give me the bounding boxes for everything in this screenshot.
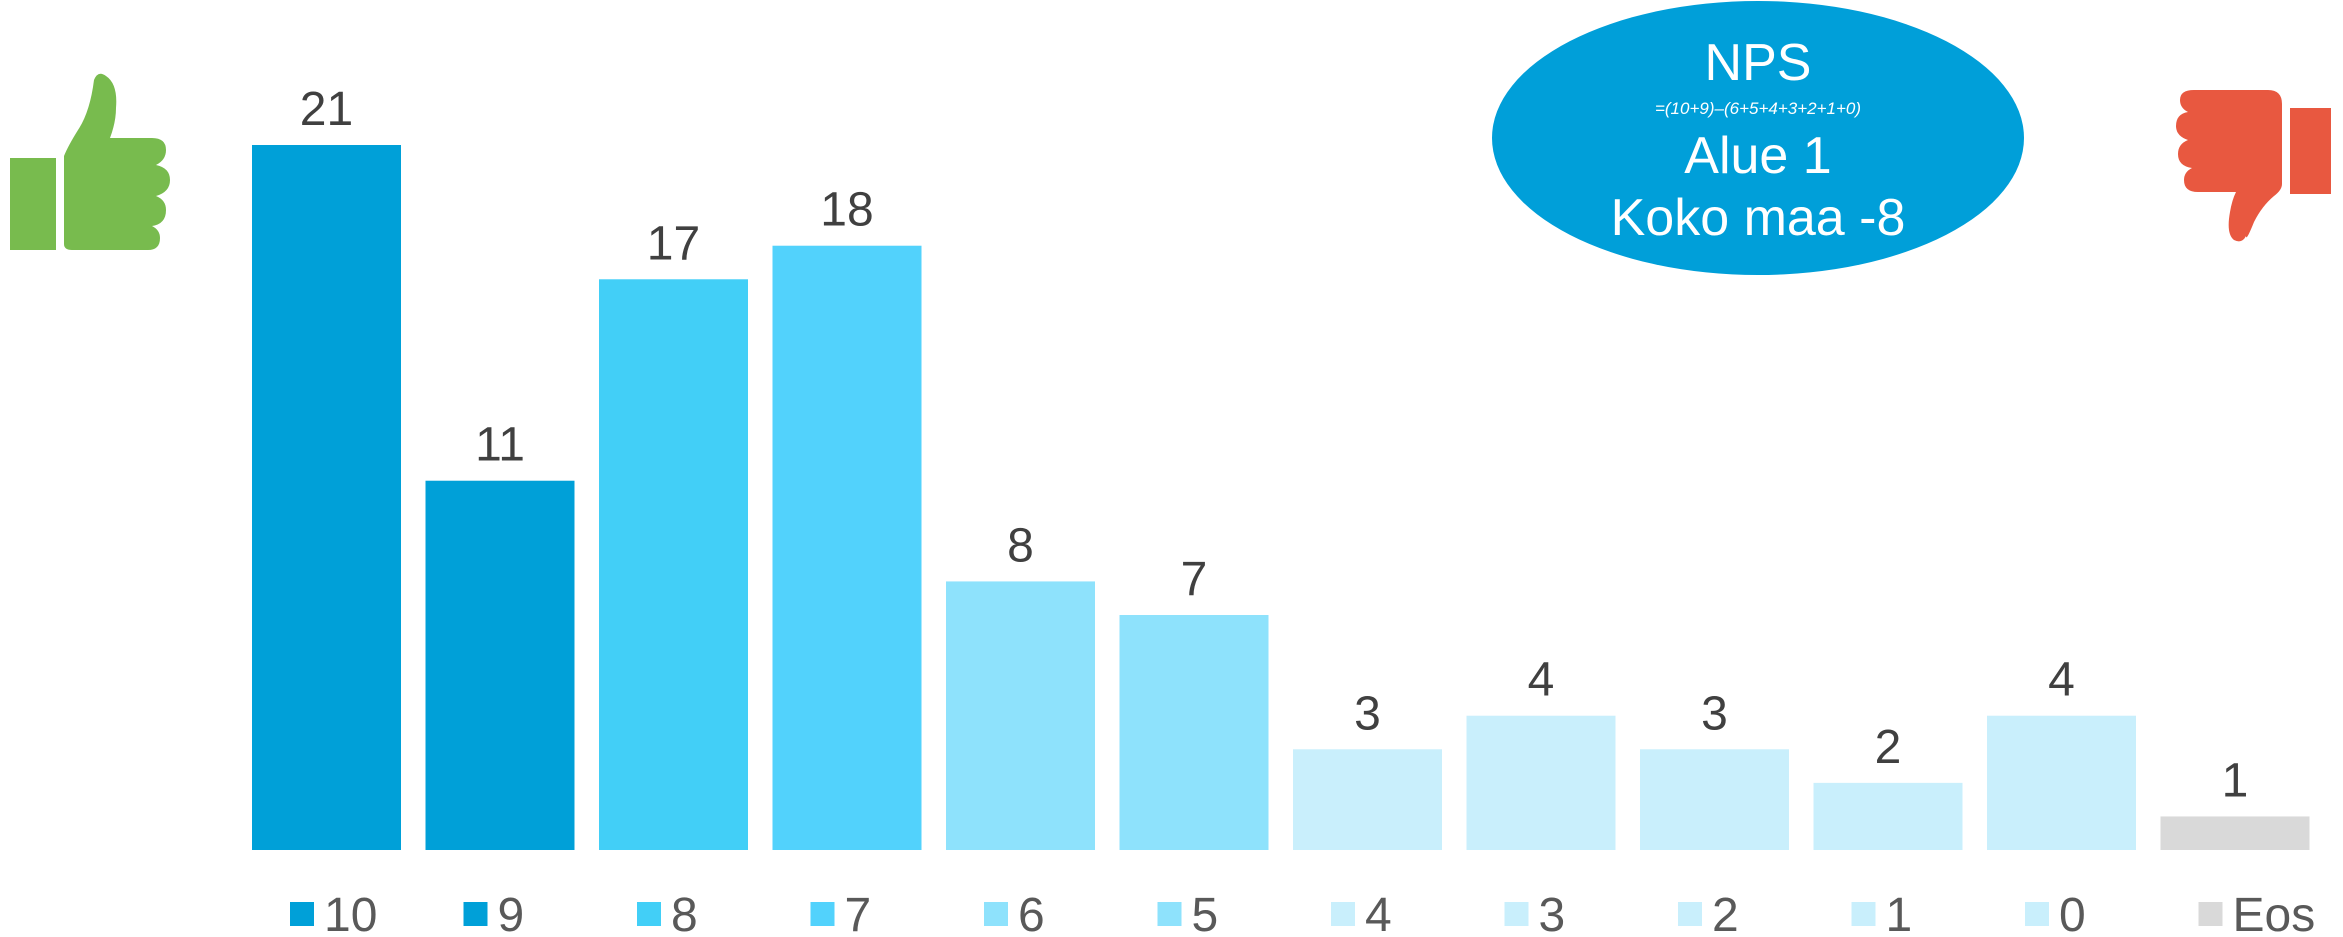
bar-10 — [252, 145, 401, 850]
bar-6 — [946, 581, 1095, 850]
legend-swatch-10 — [290, 902, 314, 926]
data-label-Eos: 1 — [2222, 754, 2249, 807]
bar-1 — [1813, 782, 1963, 850]
legend-label-1: 1 — [1886, 889, 1913, 937]
legend-swatch-9 — [463, 902, 488, 926]
bar-9 — [425, 480, 575, 850]
legend-label-3: 3 — [1539, 889, 1566, 937]
thumbs-up-icon — [10, 73, 170, 250]
legend-swatch-8 — [637, 902, 661, 926]
legend-label-6: 6 — [1018, 889, 1045, 937]
legend-label-2: 2 — [1712, 889, 1739, 937]
nps-formula: =(10+9)–(6+5+4+3+2+1+0) — [1655, 99, 1861, 118]
bar-series — [252, 145, 2310, 850]
nps-summary: NPS =(10+9)–(6+5+4+3+2+1+0) Alue 1 Koko … — [1492, 1, 2024, 275]
bar-7 — [772, 245, 922, 850]
legend-swatch-6 — [984, 902, 1008, 926]
bar-8 — [599, 279, 748, 850]
bar-2 — [1640, 749, 1789, 850]
data-labels: 21 11 17 18 8 7 3 4 3 2 4 1 — [300, 83, 2249, 807]
bar-0 — [1987, 715, 2136, 850]
legend-label-0: 0 — [2059, 889, 2086, 937]
nps-country-line: Koko maa -8 — [1611, 189, 1906, 247]
legend-label-8: 8 — [671, 889, 698, 937]
legend-swatch-5 — [1157, 902, 1182, 926]
legend-swatch-3 — [1504, 902, 1529, 926]
legend-swatch-4 — [1331, 902, 1355, 926]
data-label-2: 3 — [1701, 687, 1728, 740]
legend-swatch-0 — [2025, 902, 2049, 926]
data-label-8: 17 — [647, 217, 700, 270]
data-label-3: 4 — [1528, 654, 1555, 707]
legend-swatch-Eos — [2198, 902, 2223, 926]
data-label-10: 21 — [300, 83, 353, 136]
bar-3 — [1466, 715, 1616, 850]
data-label-9: 11 — [475, 419, 525, 472]
thumbs-down-icon — [2176, 90, 2331, 242]
legend-label-9: 9 — [498, 889, 525, 937]
nps-title: NPS — [1705, 34, 1812, 92]
legend-label-4: 4 — [1365, 889, 1392, 937]
legend-label-10: 10 — [324, 889, 377, 937]
bar-4 — [1293, 749, 1442, 850]
legend-swatch-2 — [1678, 902, 1702, 926]
legend-swatch-7 — [810, 902, 835, 926]
legend: 10 9 8 7 6 5 4 3 2 1 0 Eos — [290, 889, 2315, 937]
legend-label-7: 7 — [845, 889, 872, 937]
data-label-4: 3 — [1354, 687, 1381, 740]
data-label-1: 2 — [1875, 721, 1902, 774]
data-label-6: 8 — [1007, 519, 1034, 572]
bar-5 — [1119, 615, 1269, 850]
legend-swatch-1 — [1851, 902, 1876, 926]
nps-ellipse — [1492, 1, 2024, 275]
legend-label-5: 5 — [1192, 889, 1219, 937]
data-label-0: 4 — [2048, 654, 2075, 707]
data-label-5: 7 — [1181, 553, 1208, 606]
bar-Eos — [2160, 816, 2310, 850]
data-label-7: 18 — [820, 184, 873, 237]
nps-area-line: Alue 1 — [1684, 127, 1831, 185]
legend-label-Eos: Eos — [2233, 889, 2316, 937]
